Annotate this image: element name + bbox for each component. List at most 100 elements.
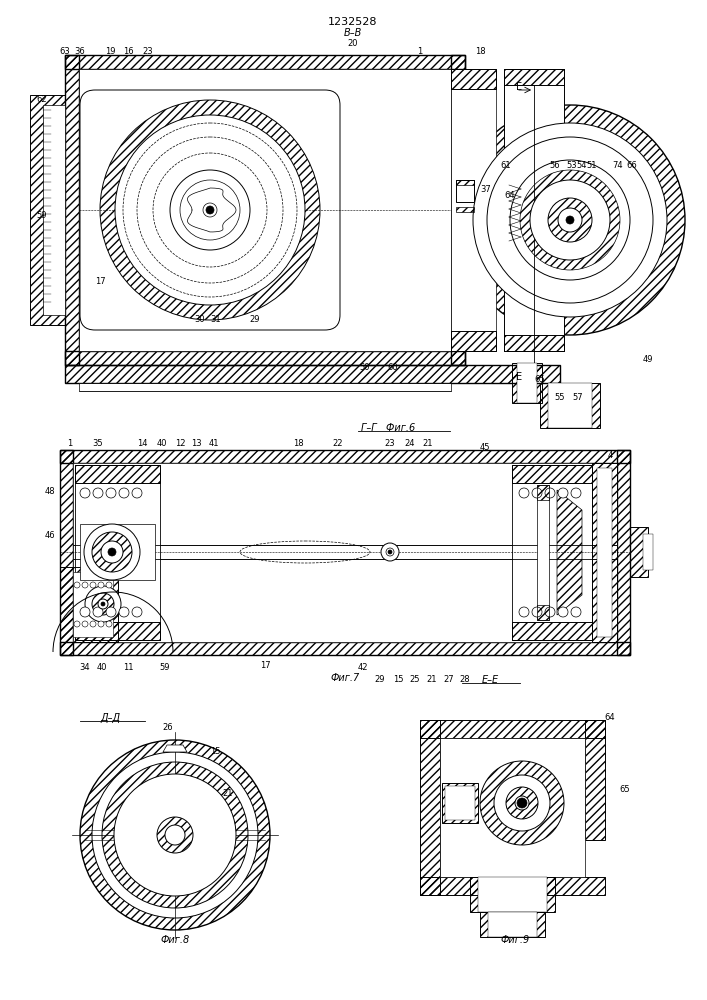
- Bar: [512, 622, 592, 640]
- Bar: [504, 335, 564, 351]
- Bar: [451, 331, 496, 351]
- Circle shape: [545, 488, 555, 498]
- Bar: [65, 55, 465, 69]
- Bar: [65, 55, 79, 365]
- Text: 25: 25: [410, 676, 420, 684]
- Circle shape: [388, 550, 392, 554]
- Bar: [480, 912, 545, 937]
- Text: 48: 48: [45, 488, 55, 496]
- Circle shape: [487, 137, 653, 303]
- Text: 57: 57: [573, 393, 583, 402]
- Circle shape: [108, 548, 116, 556]
- Circle shape: [566, 216, 574, 224]
- Bar: [630, 527, 648, 577]
- Text: 63: 63: [59, 47, 71, 56]
- Text: 28: 28: [460, 676, 470, 684]
- Bar: [512, 363, 542, 403]
- Text: 59: 59: [160, 664, 170, 672]
- Bar: [488, 912, 537, 937]
- Circle shape: [90, 621, 96, 627]
- Circle shape: [82, 621, 88, 627]
- Text: 17: 17: [95, 277, 105, 286]
- Circle shape: [98, 582, 104, 588]
- Text: 36: 36: [75, 47, 86, 56]
- Bar: [60, 450, 73, 655]
- Text: 12: 12: [175, 438, 185, 448]
- Bar: [60, 567, 118, 642]
- Text: 60: 60: [387, 363, 398, 372]
- Bar: [512, 465, 592, 483]
- Bar: [537, 485, 549, 620]
- Bar: [79, 69, 451, 351]
- Text: 15: 15: [393, 676, 403, 684]
- Bar: [504, 69, 564, 351]
- Bar: [537, 605, 549, 620]
- Circle shape: [106, 582, 112, 588]
- Bar: [442, 783, 478, 823]
- Circle shape: [571, 488, 581, 498]
- Bar: [456, 207, 474, 212]
- Circle shape: [106, 621, 112, 627]
- Bar: [79, 383, 451, 391]
- Circle shape: [530, 180, 610, 260]
- Bar: [440, 738, 585, 877]
- Circle shape: [558, 607, 568, 617]
- Text: 64: 64: [604, 714, 615, 722]
- Text: 29: 29: [250, 316, 260, 324]
- Text: 18: 18: [474, 47, 485, 56]
- Circle shape: [519, 607, 529, 617]
- Bar: [517, 363, 537, 403]
- Bar: [75, 622, 160, 640]
- Circle shape: [180, 180, 240, 240]
- Text: 37: 37: [481, 186, 491, 194]
- Text: 11: 11: [123, 664, 133, 672]
- Circle shape: [558, 208, 582, 232]
- Text: Е–Е: Е–Е: [481, 675, 498, 685]
- Text: 24: 24: [404, 438, 415, 448]
- Bar: [451, 69, 496, 351]
- Circle shape: [515, 796, 529, 810]
- Circle shape: [93, 607, 103, 617]
- Text: 53: 53: [567, 160, 578, 169]
- Text: E: E: [516, 372, 522, 382]
- Text: 1: 1: [417, 47, 423, 56]
- Text: 29: 29: [375, 676, 385, 684]
- Text: Д–Д: Д–Д: [100, 713, 120, 723]
- Bar: [512, 465, 592, 640]
- Circle shape: [85, 586, 121, 622]
- Bar: [80, 524, 155, 580]
- Text: 23: 23: [143, 47, 153, 56]
- Circle shape: [115, 115, 305, 305]
- Circle shape: [165, 825, 185, 845]
- Circle shape: [473, 123, 667, 317]
- Text: 40: 40: [157, 438, 168, 448]
- Text: 21: 21: [427, 676, 437, 684]
- Text: 65: 65: [620, 786, 631, 794]
- Text: 55: 55: [555, 393, 566, 402]
- Circle shape: [84, 524, 140, 580]
- Text: 27: 27: [444, 676, 455, 684]
- Bar: [585, 720, 605, 840]
- Bar: [537, 485, 549, 500]
- Circle shape: [532, 607, 542, 617]
- Bar: [65, 365, 560, 383]
- Text: 23: 23: [385, 438, 395, 448]
- Text: 1: 1: [67, 438, 73, 448]
- FancyBboxPatch shape: [80, 90, 340, 330]
- Text: 40: 40: [97, 664, 107, 672]
- Circle shape: [82, 582, 88, 588]
- Bar: [420, 720, 605, 738]
- Text: 16: 16: [123, 47, 134, 56]
- Circle shape: [98, 621, 104, 627]
- Text: 59: 59: [37, 211, 47, 220]
- Bar: [470, 877, 555, 912]
- Text: 15: 15: [210, 748, 221, 756]
- Circle shape: [90, 582, 96, 588]
- Text: 21: 21: [223, 788, 233, 798]
- Bar: [43, 105, 65, 315]
- Text: 74: 74: [613, 160, 624, 169]
- Text: 26: 26: [163, 724, 173, 732]
- Circle shape: [80, 607, 90, 617]
- Text: 31: 31: [211, 316, 221, 324]
- Circle shape: [545, 607, 555, 617]
